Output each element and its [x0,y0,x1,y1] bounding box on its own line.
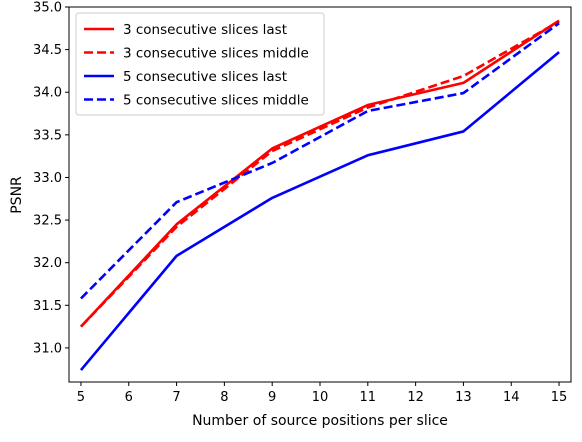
x-tick-label: 6 [125,390,133,405]
x-tick-label: 5 [77,390,85,405]
x-axis-label: Number of source positions per slice [192,413,448,429]
y-tick-label: 32.5 [33,214,62,229]
y-axis-label: PSNR [9,176,25,214]
y-tick-label: 31.0 [33,341,62,356]
series-line-2 [80,20,560,328]
series-line-3 [79,51,560,371]
x-tick-label: 8 [220,390,228,405]
legend: 3 consecutive slices last 3 consecutive s… [75,12,325,116]
legend-label: 5 consecutive slices middle [123,93,309,109]
legend-box [75,12,325,116]
y-axis-ticks: 31.0 31.5 32.0 32.5 33.0 33.5 34.0 34.5 35.0 [33,1,69,356]
x-tick-label: 9 [268,390,276,405]
x-tick-label: 14 [503,390,520,405]
x-tick-label: 15 [551,390,568,405]
y-tick-label: 34.0 [33,86,62,101]
legend-label: 3 consecutive slices middle [123,46,309,62]
series-group [79,19,560,371]
x-tick-label: 13 [455,390,472,405]
legend-label: 3 consecutive slices last [123,22,287,38]
x-tick-label: 11 [360,390,377,405]
y-tick-label: 34.5 [33,43,62,58]
x-tick-label: 12 [407,390,424,405]
series-line-1 [80,19,560,328]
y-tick-label: 35.0 [33,1,62,16]
y-tick-label: 32.0 [33,256,62,271]
y-tick-label: 33.0 [33,171,62,186]
legend-label: 5 consecutive slices last [123,69,287,85]
y-tick-label: 33.5 [33,128,62,143]
y-tick-label: 31.5 [33,299,62,314]
x-tick-label: 10 [312,390,329,405]
x-axis-ticks: 5 6 7 8 9 10 11 12 13 14 15 [77,382,568,405]
x-tick-label: 7 [172,390,180,405]
series-line-4 [80,22,560,300]
